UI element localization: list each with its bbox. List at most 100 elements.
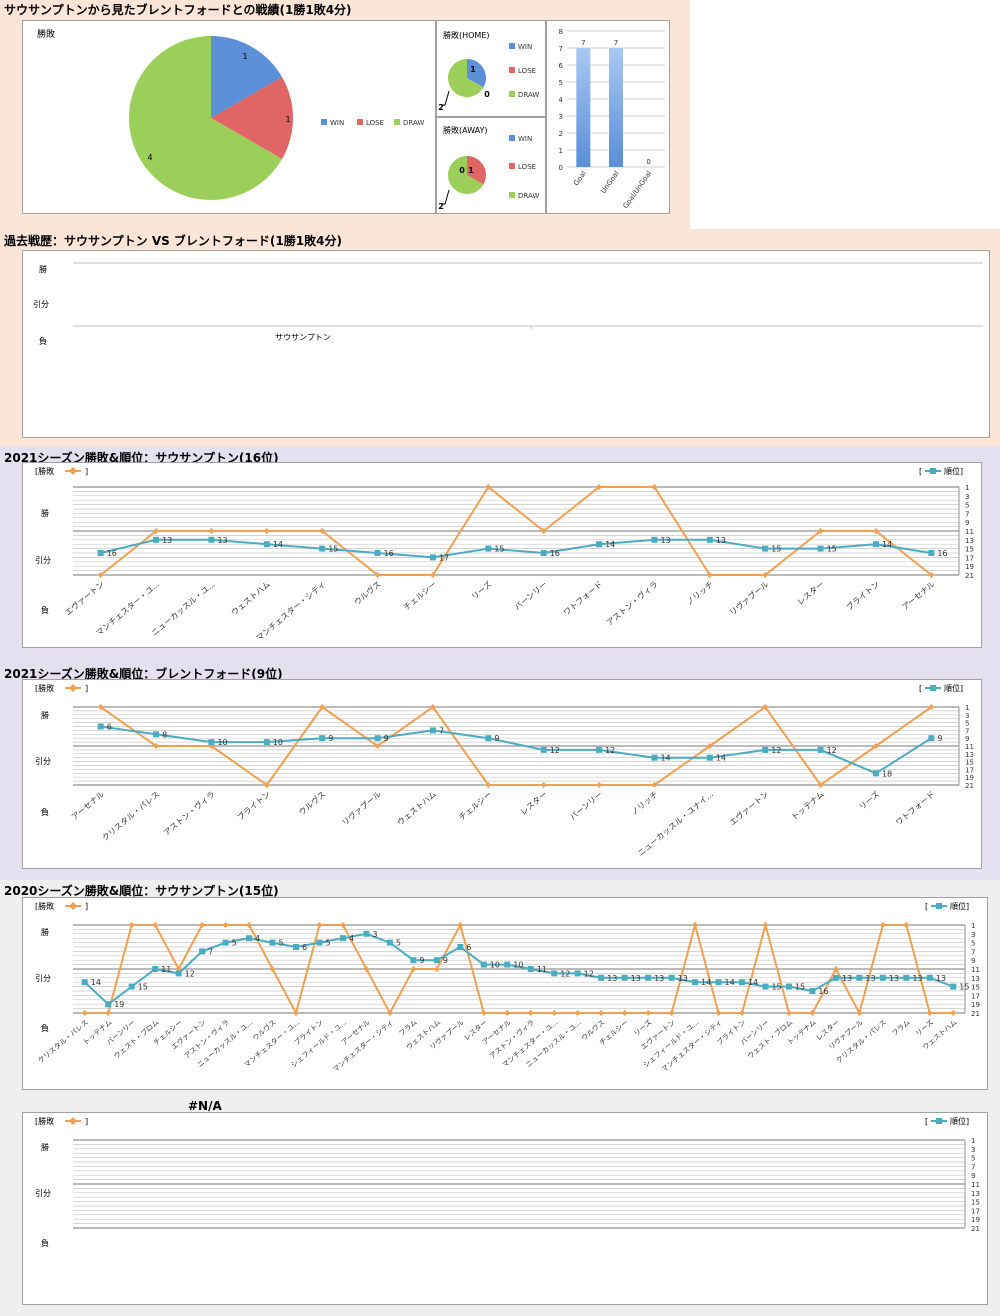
result-point xyxy=(293,1010,299,1016)
rank-data-label: 12 xyxy=(550,746,560,755)
rank-point xyxy=(457,944,464,950)
rank-data-label: 15 xyxy=(771,983,781,992)
category-label: リヴァプール xyxy=(340,789,383,828)
result-point xyxy=(651,484,658,490)
rank-tick-label: 11 xyxy=(971,1181,980,1189)
bar-y-tick: 7 xyxy=(559,45,563,53)
rank-point xyxy=(706,536,713,543)
season1-band: 2021シーズン勝敗&順位：サウサンプトン(16位) [勝敗] [順位] 勝引分負 1… xyxy=(0,446,1000,662)
bar-y-tick: 4 xyxy=(559,96,564,104)
rank-point xyxy=(504,961,511,968)
result-point xyxy=(692,922,699,928)
result-point xyxy=(668,1010,675,1016)
rank-data-label: 12 xyxy=(605,746,615,755)
result-point xyxy=(715,1010,722,1016)
category-label: フラム xyxy=(398,1018,419,1037)
rank-point xyxy=(856,974,863,981)
row-label-win: 勝 xyxy=(41,927,49,937)
result-point xyxy=(208,528,215,534)
rank-data-label: 16 xyxy=(818,987,828,996)
category-label: アーセナル xyxy=(70,790,106,822)
row-label-win: 勝 xyxy=(39,264,47,274)
bar-y-tick: 0 xyxy=(559,164,563,172)
rank-point xyxy=(668,974,675,981)
bar-y-tick: 5 xyxy=(559,79,563,87)
result-series-line xyxy=(84,921,954,1016)
pie-away-chart: 勝敗(AWAY) 0 1 2 WIN LOSE DRAW xyxy=(438,125,539,211)
category-label: エヴァートン xyxy=(727,789,770,828)
bar-data-label: 7 xyxy=(614,39,618,47)
legend-label-win: WIN xyxy=(518,135,532,143)
rank-point xyxy=(574,970,581,977)
rank-tick-label: 19 xyxy=(971,1001,980,1009)
result-point xyxy=(551,1010,558,1016)
legend-rank-label: 順位] xyxy=(950,901,969,911)
category-label: レスター xyxy=(519,790,549,817)
pie-data-label: 2 xyxy=(438,103,444,112)
pie-slice-lose xyxy=(211,77,293,159)
result-point xyxy=(246,922,253,928)
rank-point xyxy=(598,974,605,981)
result-point xyxy=(153,528,160,534)
result-point xyxy=(706,572,713,578)
rank-data-label: 5 xyxy=(279,939,284,948)
bar-y-tick: 1 xyxy=(559,147,563,155)
rank-data-label: 3 xyxy=(372,930,377,939)
result-point xyxy=(540,782,547,788)
rank-point xyxy=(269,939,276,946)
legend-swatch-win xyxy=(509,135,515,141)
legend-result-close: ] xyxy=(85,467,88,476)
rank-data-label: 4 xyxy=(255,934,260,943)
rank-point xyxy=(715,979,722,986)
result-point xyxy=(598,1010,605,1016)
result-point xyxy=(872,743,879,749)
result-point xyxy=(596,484,603,490)
category-label: アストン・ヴィラ xyxy=(604,579,659,628)
rank-data-label: 9 xyxy=(328,734,333,743)
bar-data-label: 0 xyxy=(646,158,650,166)
rank-point xyxy=(809,988,816,994)
rank-data-label: 5 xyxy=(232,939,237,948)
pie-slice-draw xyxy=(129,36,283,200)
rank-data-label: 13 xyxy=(912,974,922,983)
bar-goal xyxy=(576,48,591,167)
category-label: チェルシー xyxy=(402,580,438,613)
rank-point xyxy=(152,966,159,972)
category-label: バーンリー xyxy=(568,790,604,822)
category-label: リヴァプール xyxy=(727,579,770,618)
category-label: ノリッチ xyxy=(685,580,715,607)
rank-tick-label: 21 xyxy=(971,1225,980,1233)
rank-point xyxy=(485,545,492,552)
season1-panel: [勝敗][順位] 勝引分負 1 3 5 7 9 11 13 15 17 19 21 16 13 13 14 15 1… xyxy=(22,462,982,648)
rank-point xyxy=(175,970,182,977)
rank-data-label: 13 xyxy=(217,536,227,545)
rank-data-label: 13 xyxy=(162,536,172,545)
rank-tick-label: 21 xyxy=(971,1010,980,1018)
rank-data-label: 18 xyxy=(882,769,892,778)
category-label: ワトフォード xyxy=(894,790,937,828)
season2-band: 2021シーズン勝敗&順位：ブレントフォード(9位) [勝敗] [順位] 勝引分負 1… xyxy=(0,662,1000,880)
rank-data-label: 6 xyxy=(107,723,112,732)
rank-data-label: 16 xyxy=(107,549,117,558)
category-label: ウルヴス xyxy=(297,789,328,817)
legend-result-bracket: [勝敗 xyxy=(35,901,54,911)
legend-label-lose: LOSE xyxy=(518,163,536,171)
bar-x-label: Goal/UnGoal xyxy=(622,170,654,211)
result-point xyxy=(872,528,879,534)
rank-point xyxy=(485,735,492,742)
rank-data-label: 13 xyxy=(654,974,664,983)
rank-data-label: 8 xyxy=(162,730,167,739)
legend-label-lose: LOSE xyxy=(366,119,384,127)
rank-point xyxy=(651,536,658,543)
result-point xyxy=(762,572,769,578)
rank-point xyxy=(222,939,229,946)
category-label: アーセナル xyxy=(901,580,937,612)
pie-title: 勝敗(AWAY) xyxy=(443,125,488,135)
season3-band: 2020シーズン勝敗&順位：サウサンプトン(15位) [勝敗][順位] 勝引分負 1… xyxy=(0,880,1000,1316)
category-label: レスター xyxy=(796,580,826,607)
category-label: リーズ xyxy=(632,1018,654,1038)
pie-data-label: 0 xyxy=(484,90,490,99)
rank-point xyxy=(928,735,935,742)
